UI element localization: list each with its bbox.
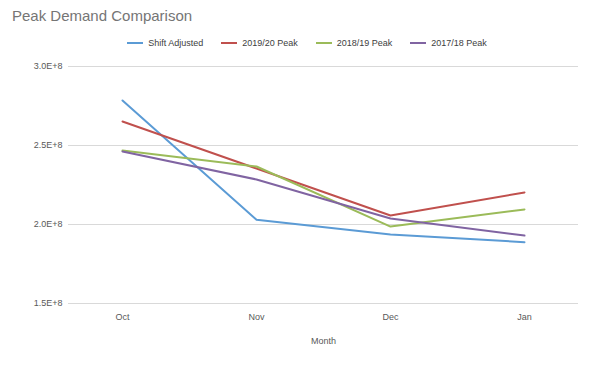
- svg-text:Month: Month: [311, 336, 336, 346]
- svg-text:Jan: Jan: [517, 312, 532, 322]
- html-text:2019/20 Peak: 2019/20 Peak: [242, 38, 298, 48]
- svg-text:3.0E+8: 3.0E+8: [34, 61, 63, 71]
- html-text:2018/19 Peak: 2018/19 Peak: [336, 38, 393, 48]
- html-text:Peak Demand Comparison: Peak Demand Comparison: [12, 7, 193, 24]
- svg-text:Dec: Dec: [382, 312, 399, 322]
- svg-text:2.5E+8: 2.5E+8: [34, 140, 63, 150]
- svg-text:1.5E+8: 1.5E+8: [34, 298, 63, 308]
- svg-text:Nov: Nov: [248, 312, 265, 322]
- svg-text:2.0E+8: 2.0E+8: [34, 219, 63, 229]
- svg-text:Oct: Oct: [115, 312, 130, 322]
- html-text:2017/18 Peak: 2017/18 Peak: [431, 38, 487, 48]
- html-text:Shift Adjusted: Shift Adjusted: [148, 38, 204, 48]
